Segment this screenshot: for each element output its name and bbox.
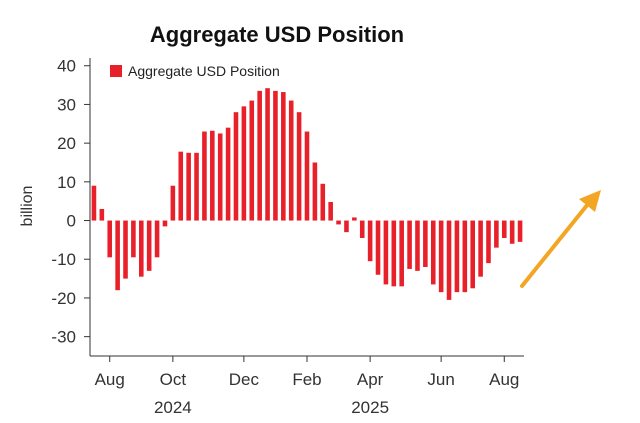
bar: [162, 220, 168, 227]
bar: [501, 220, 507, 238]
x-tick-label: Aug: [489, 370, 519, 389]
bar: [478, 220, 483, 277]
x-tick-label: Oct: [160, 370, 187, 389]
y-tick-label: 0: [67, 212, 76, 231]
y-axis-ticks: 40 30 20 10 0 -10 -20 -30: [51, 57, 90, 347]
x-tick-label: Feb: [292, 370, 321, 389]
bar: [375, 220, 381, 275]
x-tick-label: Aug: [95, 370, 125, 389]
y-tick-label: -20: [51, 289, 76, 308]
x-tick-label: Apr: [357, 370, 384, 389]
trend-arrow: [520, 190, 601, 288]
y-tick-label: 30: [57, 95, 76, 114]
bar: [146, 220, 152, 271]
bar: [99, 208, 105, 221]
bar: [509, 220, 515, 244]
bar: [304, 131, 310, 221]
bar: [194, 152, 199, 221]
y-tick-label: 10: [57, 173, 76, 192]
bar: [233, 112, 239, 221]
bar: [257, 90, 262, 221]
bar: [430, 220, 436, 285]
arrow-head: [579, 190, 601, 212]
legend-swatch: [110, 65, 122, 77]
bar: [123, 220, 128, 279]
legend-label: Aggregate USD Position: [128, 63, 280, 79]
y-tick-label: 20: [57, 134, 76, 153]
bar: [296, 112, 302, 221]
bar: [320, 183, 326, 221]
bar: [462, 220, 468, 293]
y-tick-label: 40: [57, 57, 76, 76]
bar: [225, 127, 231, 221]
x-tick-label: Dec: [229, 370, 260, 389]
bar: [391, 220, 397, 287]
bar: [273, 90, 278, 221]
bar: [170, 185, 176, 221]
bar: [494, 220, 499, 248]
year-label: 2024: [154, 398, 192, 417]
bar: [336, 220, 341, 225]
bar: [154, 220, 160, 258]
y-tick-label: -10: [51, 250, 76, 269]
bar: [344, 220, 349, 233]
bar: [423, 220, 428, 267]
bar: [265, 88, 270, 221]
chart-title: Aggregate USD Position: [150, 22, 404, 47]
bar: [352, 217, 357, 221]
bar: [107, 220, 113, 258]
legend: Aggregate USD Position: [110, 63, 280, 79]
bar: [91, 185, 97, 221]
x-tick-label: Jun: [427, 370, 454, 389]
bar: [517, 220, 523, 242]
x-axis-ticks: Aug Oct Dec Feb Apr Jun Aug: [95, 356, 519, 389]
bar: [249, 100, 255, 221]
bar: [288, 100, 294, 221]
bar: [131, 220, 136, 258]
year-labels: 2024 2025: [154, 398, 389, 417]
bar-series: [91, 88, 523, 300]
arrow-shaft: [520, 202, 590, 288]
bar: [486, 220, 491, 264]
bar: [281, 92, 286, 221]
bar: [367, 220, 373, 262]
bar: [115, 220, 120, 291]
y-tick-label: -30: [51, 328, 76, 347]
bar: [202, 131, 207, 221]
y-axis-label: billion: [19, 186, 36, 227]
bar: [210, 130, 215, 221]
bar: [415, 220, 420, 271]
bar: [139, 220, 144, 277]
bar: [186, 152, 191, 221]
bar: [407, 220, 412, 269]
bar: [178, 151, 184, 221]
bar: [454, 220, 460, 293]
bar: [217, 133, 223, 221]
bar: [399, 220, 404, 287]
bar: [359, 220, 365, 238]
bar: [438, 220, 444, 293]
bar: [328, 201, 333, 221]
bar: [470, 220, 475, 289]
bar: [312, 162, 318, 221]
bar: [446, 220, 452, 300]
bar: [383, 220, 389, 285]
bar: [241, 106, 247, 221]
year-label: 2025: [351, 398, 389, 417]
